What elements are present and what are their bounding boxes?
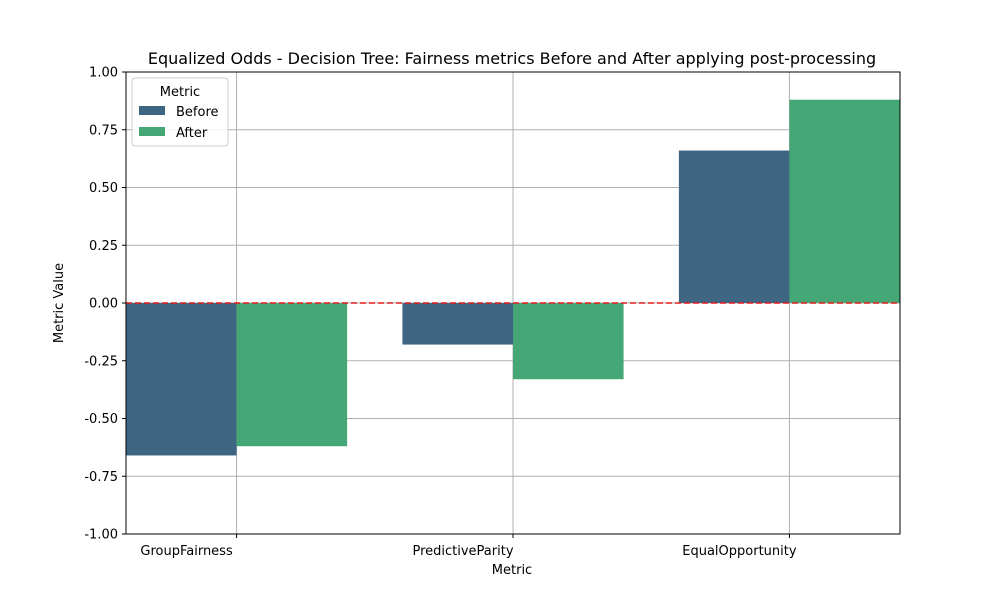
bars xyxy=(126,99,900,456)
legend: Metric Before After xyxy=(131,77,229,147)
legend-label-after: After xyxy=(176,126,208,141)
y-axis-ticks: -1.00 -0.75 -0.50 -0.25 0.00 0.25 0.50 0.75 1.00 xyxy=(84,66,126,543)
y-tick-label: 1.00 xyxy=(89,66,118,81)
y-tick-label: 0.00 xyxy=(89,297,118,312)
x-tick-label: PredictiveParity xyxy=(412,544,513,559)
y-axis-label: Metric Value xyxy=(52,263,67,343)
y-tick-label: 0.25 xyxy=(89,239,118,254)
y-tick-label: -0.25 xyxy=(84,354,118,369)
x-tick-label: EqualOpportunity xyxy=(682,544,797,559)
legend-title: Metric xyxy=(160,85,200,100)
y-tick-label: -0.50 xyxy=(84,412,118,427)
y-tick-label: 0.50 xyxy=(89,181,118,196)
x-tick-label: GroupFairness xyxy=(140,544,233,559)
bar-after-predictiveparity xyxy=(513,303,624,380)
bar-after-groupfairness xyxy=(236,303,348,447)
chart-title: Equalized Odds - Decision Tree: Fairness… xyxy=(148,49,876,68)
bar-before-equalopportunity xyxy=(678,150,790,303)
bar-before-predictiveparity xyxy=(402,303,513,345)
legend-label-before: Before xyxy=(176,105,219,120)
bar-before-groupfairness xyxy=(126,303,237,456)
legend-swatch-before xyxy=(139,106,165,115)
x-axis-label: Metric xyxy=(492,563,532,578)
x-axis-ticks: GroupFairness PredictiveParity EqualOpport… xyxy=(140,534,797,559)
bar-after-equalopportunity xyxy=(789,99,900,303)
y-tick-label: -1.00 xyxy=(84,528,118,543)
legend-swatch-after xyxy=(139,127,165,136)
y-tick-label: -0.75 xyxy=(84,470,118,485)
y-tick-label: 0.75 xyxy=(89,123,118,138)
